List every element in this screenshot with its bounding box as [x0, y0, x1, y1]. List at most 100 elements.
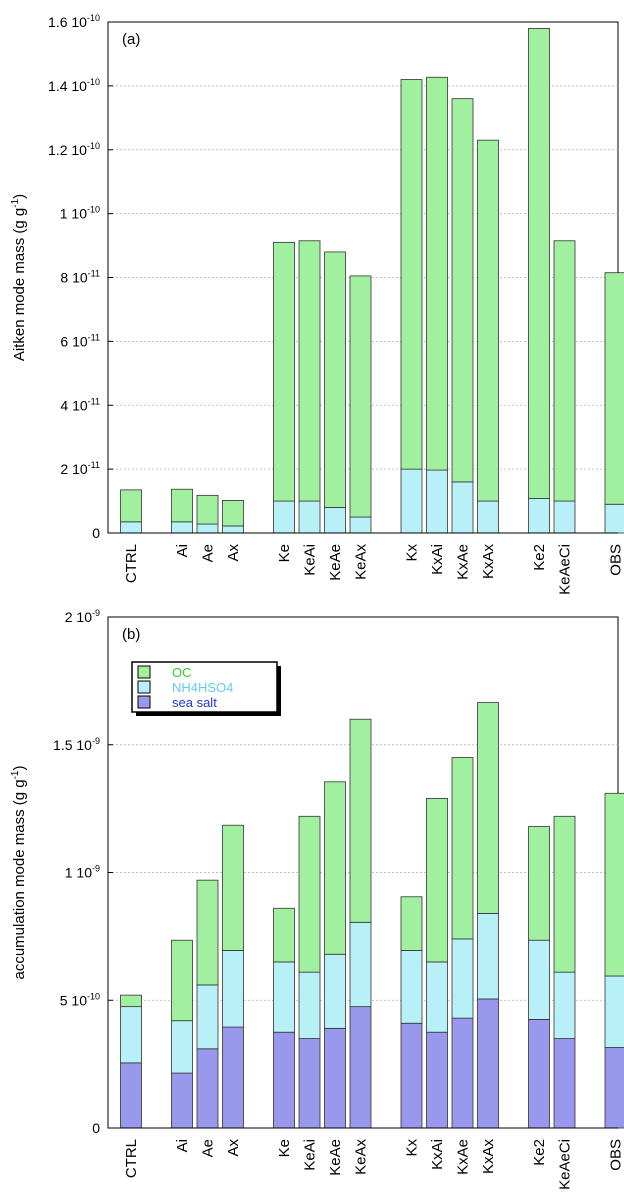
x-tick-label: CTRL: [123, 1139, 140, 1178]
bar-oc-KxAx: [478, 703, 499, 914]
bar-sea-salt-Kx: [401, 1023, 422, 1128]
bar-nh4hso4-KxAx: [478, 501, 499, 533]
x-tick-label: KeAe: [327, 1139, 344, 1176]
x-tick-label: OBS: [608, 544, 624, 576]
x-tick-label: Ke: [276, 1139, 293, 1157]
bar-nh4hso4-KeAeCi: [554, 501, 575, 533]
y-tick-mantissa: 2 10: [60, 461, 87, 477]
bar-oc-Ax: [223, 825, 244, 950]
y-tick-exponent: -11: [88, 396, 100, 406]
bar-sea-salt-Ke2: [529, 1019, 550, 1128]
x-tick-label: Kx: [404, 544, 421, 562]
bar-nh4hso4-Ax: [223, 950, 244, 1027]
bar-sea-salt-Ai: [172, 1073, 193, 1128]
panel-label: (b): [122, 626, 140, 643]
bar-nh4hso4-KxAx: [478, 913, 499, 999]
x-tick-label: Ke2: [531, 544, 548, 571]
legend-label: OC: [172, 665, 192, 680]
bar-oc-KeAi: [299, 241, 320, 501]
x-tick-label: Ax: [225, 544, 242, 562]
x-tick-label: Ai: [174, 544, 191, 557]
legend-swatch-2: [138, 696, 150, 708]
y-tick-mantissa: 1.5 10: [53, 737, 92, 753]
y-tick-exponent: -10: [87, 13, 100, 23]
y-axis-title-close: ): [11, 766, 28, 771]
y-tick-exponent: -9: [92, 608, 100, 618]
y-tick-label: 1.2 10-10: [48, 141, 100, 158]
bar-nh4hso4-KeAeCi: [554, 972, 575, 1038]
bar-oc-Ae: [197, 495, 218, 524]
legend-label: sea salt: [172, 695, 217, 710]
x-tick-label: KeAeCi: [557, 544, 574, 595]
bar-sea-salt-KeAe: [325, 1028, 346, 1128]
x-tick-label: KxAx: [480, 1139, 497, 1175]
bar-sea-salt-Ae: [197, 1049, 218, 1128]
bar-nh4hso4-KeAi: [299, 501, 320, 533]
bar-oc-Ai: [172, 489, 193, 522]
bar-nh4hso4-Ae: [197, 985, 218, 1049]
legend-swatch-1: [138, 681, 150, 693]
y-axis-title-main: accumulation mode mass (g g: [11, 779, 28, 979]
x-tick-label: KxAe: [455, 544, 472, 580]
y-tick-mantissa: 1 10: [60, 206, 87, 222]
x-tick-label: Ke: [276, 544, 293, 562]
bar-nh4hso4-Kx: [401, 950, 422, 1023]
y-tick-label: 2 10-11: [60, 460, 100, 477]
bar-oc-Kx: [401, 79, 422, 469]
x-tick-label: KeAx: [353, 1139, 370, 1175]
bar-sea-salt-KxAe: [452, 1018, 473, 1128]
bar-nh4hso4-Ke: [274, 962, 295, 1032]
bar-nh4hso4-Ae: [197, 524, 218, 533]
y-tick-label: 0: [92, 1120, 100, 1136]
y-tick-label: 1 10-10: [60, 205, 100, 222]
y-tick-label: 1 10-9: [65, 864, 100, 881]
bar-nh4hso4-Ke2: [529, 499, 550, 533]
bar-sea-salt-KeAx: [350, 1007, 371, 1128]
y-tick-exponent: -10: [87, 205, 100, 215]
bar-nh4hso4-Ai: [172, 1021, 193, 1073]
bar-oc-KxAi: [427, 798, 448, 962]
x-tick-label: KxAe: [455, 1139, 472, 1175]
bar-oc-Ke2: [529, 28, 550, 498]
bar-oc-OBS: [605, 793, 624, 976]
bar-nh4hso4-OBS: [605, 504, 624, 533]
y-tick-mantissa: 1.6 10: [48, 14, 87, 30]
bar-oc-Ke: [274, 908, 295, 962]
y-tick-exponent: -9: [92, 736, 100, 746]
y-tick-label: 2 10-9: [65, 608, 100, 625]
y-tick-mantissa: 4 10: [60, 397, 87, 413]
x-tick-label: Ae: [200, 1139, 217, 1157]
bar-nh4hso4-Ke2: [529, 940, 550, 1019]
x-tick-label: Kx: [404, 1139, 421, 1157]
bar-oc-CTRL: [121, 995, 142, 1006]
panel-label: (a): [122, 31, 140, 48]
y-tick-label: 4 10-11: [60, 396, 100, 413]
bar-nh4hso4-KeAe: [325, 954, 346, 1028]
legend-swatch-0: [138, 666, 150, 678]
bar-oc-Ax: [223, 500, 244, 526]
y-tick-label: 8 10-11: [60, 269, 100, 286]
bar-oc-Ke2: [529, 827, 550, 941]
bar-sea-salt-Ke: [274, 1032, 295, 1128]
bar-oc-KeAeCi: [554, 816, 575, 972]
y-tick-label: 1.6 10-10: [48, 13, 100, 30]
bar-oc-Ai: [172, 940, 193, 1020]
x-tick-label: KeAeCi: [557, 1139, 574, 1189]
bar-oc-OBS: [605, 273, 624, 505]
bar-nh4hso4-Ke: [274, 501, 295, 533]
y-tick-label: 6 10-11: [60, 332, 100, 349]
x-tick-label: KxAi: [429, 1139, 446, 1170]
y-axis-title: accumulation mode mass (g g-1): [10, 766, 28, 980]
y-tick-exponent: -9: [92, 864, 100, 874]
chart-panel-1: 02 10-114 10-116 10-118 10-111 10-101.2 …: [10, 13, 624, 595]
bar-oc-KeAeCi: [554, 241, 575, 501]
x-tick-label: CTRL: [123, 544, 140, 583]
bar-oc-KeAx: [350, 276, 371, 517]
bar-nh4hso4-Kx: [401, 469, 422, 533]
bar-nh4hso4-Ai: [172, 522, 193, 533]
bar-nh4hso4-Ax: [223, 526, 244, 533]
bar-nh4hso4-OBS: [605, 976, 624, 1048]
bar-nh4hso4-KeAe: [325, 507, 346, 533]
y-tick-mantissa: 1 10: [65, 865, 92, 881]
